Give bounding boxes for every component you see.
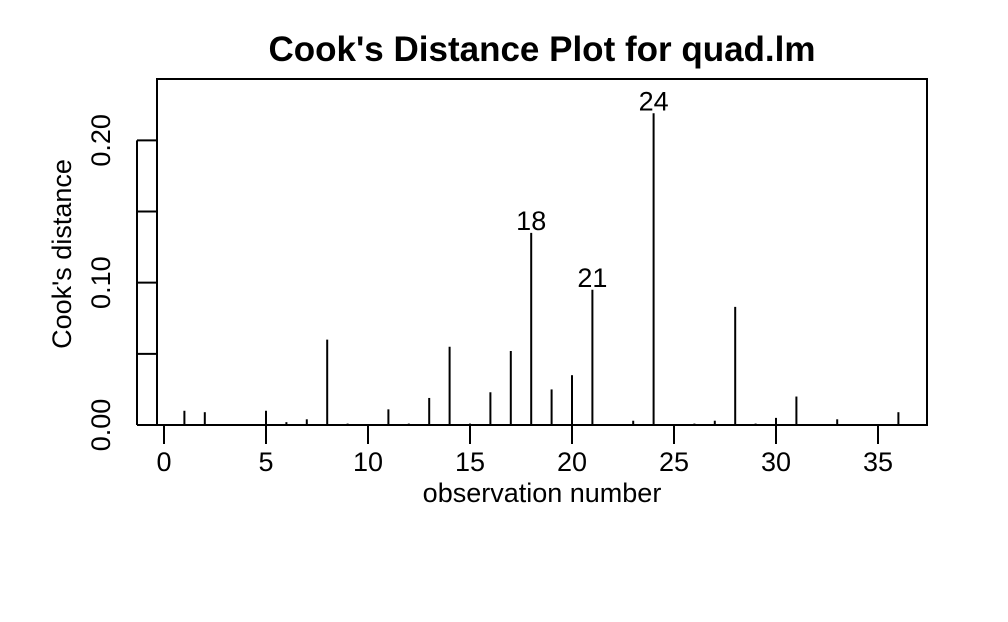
x-tick-label: 20 — [557, 447, 587, 477]
x-tick-label: 30 — [761, 447, 791, 477]
point-label-24: 24 — [639, 86, 669, 116]
x-tick-label: 5 — [258, 447, 273, 477]
x-tick-label: 15 — [455, 447, 485, 477]
x-tick-label: 0 — [156, 447, 171, 477]
x-axis: 0 5 10 15 20 25 30 35 — [156, 424, 893, 477]
x-axis-label: observation number — [423, 478, 662, 508]
point-label-21: 21 — [577, 263, 607, 293]
y-tick-label: 0.20 — [86, 114, 116, 167]
bar-series — [183, 113, 900, 425]
plot-frame — [156, 78, 928, 426]
y-axis: 0.00 0.10 0.20 — [86, 114, 157, 451]
point-label-18: 18 — [516, 206, 546, 236]
x-tick-label: 25 — [659, 447, 689, 477]
point-labels: 18 21 24 — [516, 86, 668, 292]
y-axis-label: Cook's distance — [47, 159, 77, 349]
y-tick-label: 0.00 — [86, 399, 116, 452]
y-tick-label: 0.10 — [86, 256, 116, 309]
x-tick-label: 35 — [863, 447, 893, 477]
chart-title: Cook's Distance Plot for quad.lm — [268, 30, 815, 69]
x-tick-label: 10 — [353, 447, 383, 477]
